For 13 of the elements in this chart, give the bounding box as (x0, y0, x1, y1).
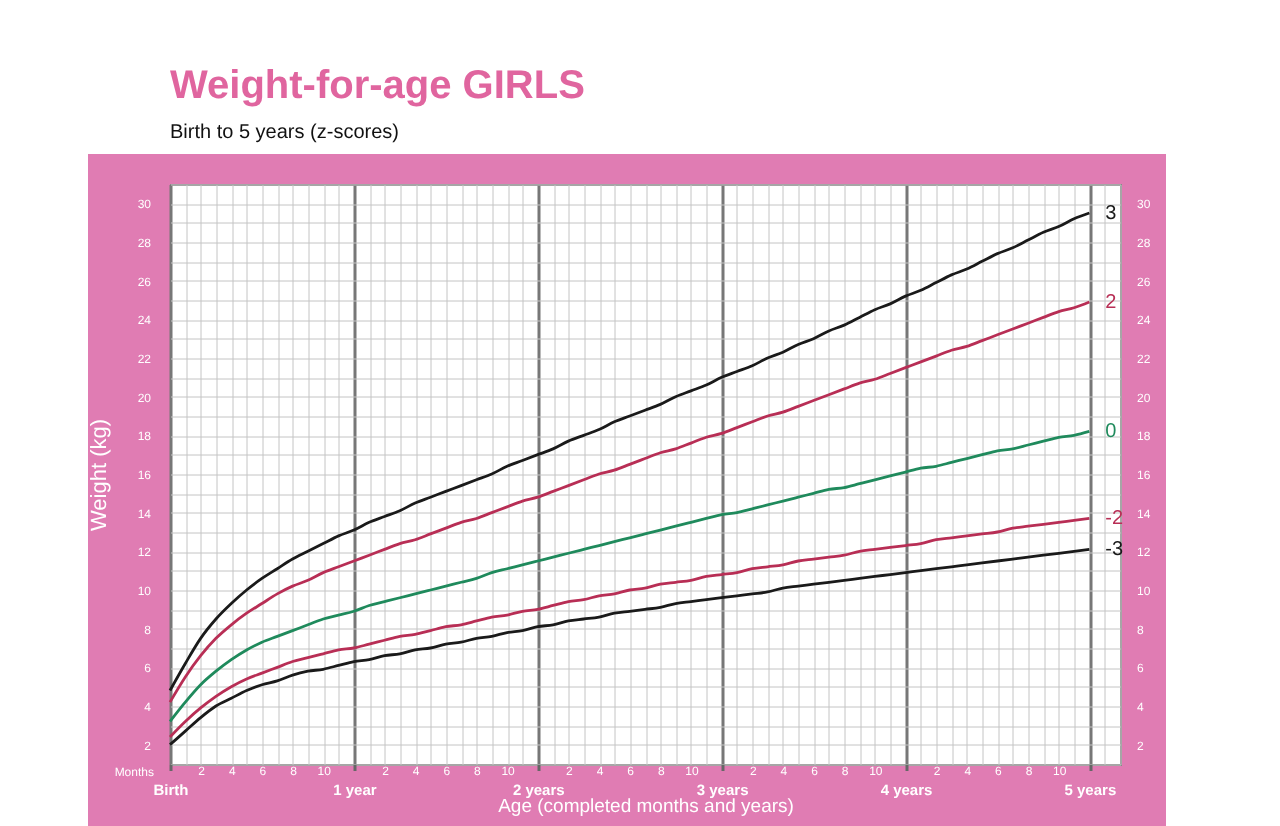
series-label: 0 (1105, 421, 1118, 444)
series-label: 3 (1105, 203, 1118, 225)
x-axis-title: Age (completed months and years) (498, 796, 794, 818)
y-axis-title: Weight (kg) (87, 418, 112, 532)
series-label: -2 (1105, 508, 1125, 531)
line-series (168, 211, 1091, 692)
line-series (168, 300, 1091, 704)
chart-title: Weight-for-age GIRLS (170, 64, 585, 108)
chart-subtitle: Birth to 5 years (z-scores) (170, 122, 399, 144)
line-series (168, 548, 1091, 747)
series-label: 2 (1105, 291, 1118, 314)
line-series (168, 517, 1091, 739)
line-series (168, 430, 1091, 723)
